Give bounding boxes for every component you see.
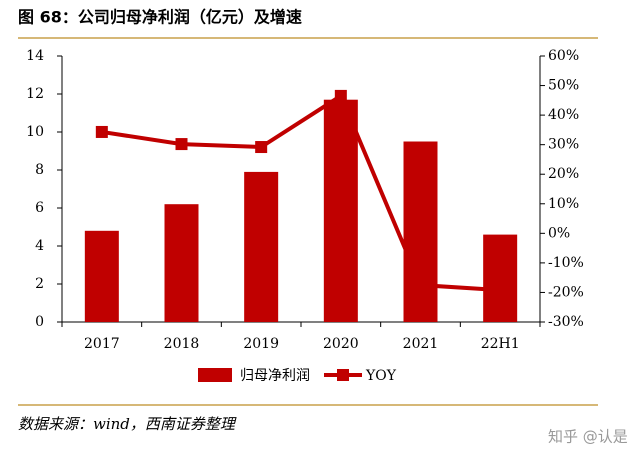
chart-title: 图 68：公司归母净利润（亿元）及增速 xyxy=(18,8,302,27)
bar xyxy=(164,204,199,322)
x-tick-label: 2020 xyxy=(323,336,359,352)
point xyxy=(414,279,427,292)
legend-swatch xyxy=(198,368,232,382)
point xyxy=(334,89,347,102)
y2-tick-label: -10% xyxy=(548,255,584,271)
y2-tick-label: 30% xyxy=(548,137,579,153)
y-tick-label: 0 xyxy=(35,314,44,330)
x-tick-label: 22H1 xyxy=(481,336,520,352)
y2-tick-label: -30% xyxy=(548,314,584,330)
bar xyxy=(483,234,518,322)
bar xyxy=(84,230,119,322)
y-tick-label: 10 xyxy=(26,124,44,140)
point xyxy=(95,125,108,138)
x-tick-label: 2019 xyxy=(243,336,279,352)
bar xyxy=(244,171,279,322)
y-tick-label: 6 xyxy=(35,200,44,216)
y-tick-label: 2 xyxy=(35,276,44,292)
y-tick-label: 8 xyxy=(35,162,44,178)
y2-tick-label: 20% xyxy=(548,166,579,182)
legend-label: YOY xyxy=(365,368,397,384)
y2-tick-label: 40% xyxy=(548,107,579,123)
bar xyxy=(323,99,358,322)
y2-tick-label: 0% xyxy=(548,225,570,241)
y-tick-label: 4 xyxy=(35,238,44,254)
bar xyxy=(403,141,438,322)
y-tick-label: 12 xyxy=(26,86,44,102)
y2-tick-label: -20% xyxy=(548,284,584,300)
y2-tick-label: 50% xyxy=(548,78,579,94)
source: 数据来源：wind，西南证券整理 xyxy=(18,415,237,433)
x-tick-label: 2021 xyxy=(403,336,439,352)
y2-tick-label: 10% xyxy=(548,196,579,212)
point xyxy=(255,141,268,154)
y-tick-label: 14 xyxy=(26,48,44,64)
line xyxy=(101,92,501,293)
point xyxy=(494,284,507,297)
legend-swatch xyxy=(337,369,349,381)
point xyxy=(175,138,188,151)
watermark: 知乎 @认是 xyxy=(548,428,628,446)
x-tick-label: 2018 xyxy=(164,336,200,352)
x-tick-label: 2017 xyxy=(84,336,120,352)
y2-tick-label: 60% xyxy=(548,48,579,64)
legend-label: 归母净利润 xyxy=(240,367,310,384)
